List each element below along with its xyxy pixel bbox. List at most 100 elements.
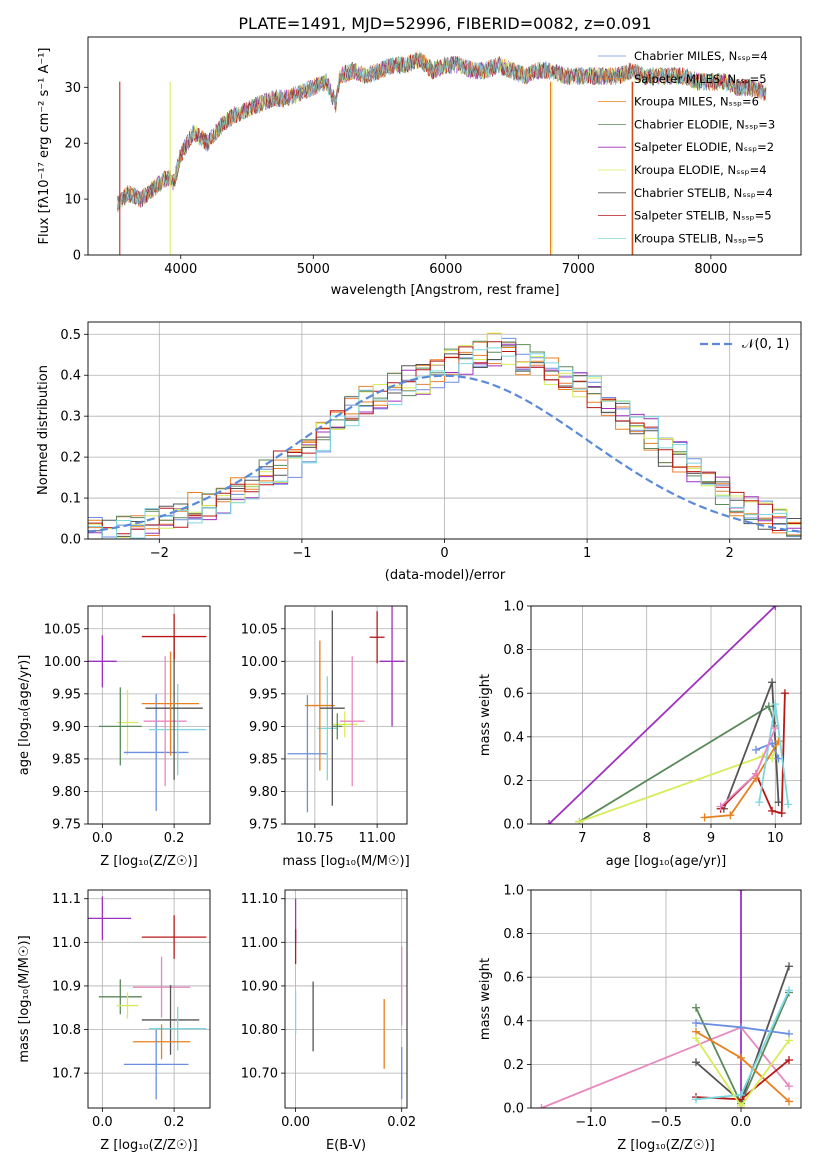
x-axis-label: Z [log₁₀(Z/Z☉)] [617, 1138, 714, 1153]
y-tick-label: 0.0 [503, 1102, 524, 1117]
x-tick-label: −1 [292, 546, 311, 561]
x-tick-label: 8 [643, 831, 651, 846]
y-tick-label: 10.05 [241, 622, 278, 637]
y-tick-label: 10.7 [52, 1067, 81, 1082]
x-tick-label: 0.02 [387, 1115, 416, 1130]
axes-frame [284, 605, 408, 825]
plot-area [537, 890, 793, 1108]
x-tick-label: 10 [767, 831, 784, 846]
y-tick-label: 0.4 [503, 1014, 524, 1029]
histogram-step [88, 347, 801, 539]
x-axis-label: mass [log₁₀(M/M☉)] [282, 854, 409, 869]
y-tick-label: 10.70 [241, 1067, 278, 1082]
y-tick-label: 30 [64, 81, 81, 96]
axes-1: 4000 5000 6000 7000 8000 0 10 20 30 wavelength [A… [37, 36, 802, 298]
x-tick-label: 8000 [694, 262, 727, 277]
y-tick-label: 0.4 [60, 369, 81, 384]
mass-weight-line [723, 681, 780, 810]
y-tick-label: 9.85 [249, 752, 278, 767]
x-tick-label: 9 [707, 831, 715, 846]
axes-frame [87, 889, 211, 1109]
axes-3: 0.0 0.2 9.75 9.80 9.85 9.90 9.95 10.00 10.05 Z [l… [17, 605, 211, 869]
y-axis-label: mass [log₁₀(M/M☉)] [17, 935, 32, 1062]
y-axis-label: age [log₁₀(age/yr)] [17, 655, 32, 776]
y-tick-label: 11.10 [241, 892, 278, 907]
plot-area [294, 898, 403, 1100]
axes-frame [530, 889, 802, 1109]
x-axis-label: age [log₁₀(age/yr)] [606, 854, 727, 869]
x-tick-label: 10.75 [296, 831, 333, 846]
x-tick-label: −2 [150, 546, 169, 561]
y-tick-label: 10.00 [44, 655, 81, 670]
axes-7: 0.00 0.02 10.70 10.80 10.90 11.00 11.10 E(B-V) [241, 889, 416, 1153]
y-tick-label: 0 [73, 249, 81, 264]
x-axis-label: (data-model)/error [385, 568, 506, 583]
legend-label: Chabrier ELODIE, Nₛₛₚ=3 [634, 117, 775, 131]
y-tick-label: 11.00 [241, 936, 278, 951]
legend-label: Chabrier STELIB, Nₛₛₚ=4 [634, 186, 773, 200]
mass-weight-line [578, 704, 777, 823]
y-tick-label: 9.80 [249, 785, 278, 800]
x-tick-label: 0.00 [281, 1115, 310, 1130]
y-tick-label: 9.75 [249, 818, 278, 833]
axes-frame [530, 605, 802, 825]
x-tick-label: 11.00 [359, 831, 396, 846]
y-tick-label: 11.0 [52, 936, 81, 951]
axes-frame [87, 36, 802, 256]
spectrum-line [116, 53, 767, 210]
x-tick-label: −1.0 [575, 1115, 607, 1130]
x-tick-label: 1 [583, 546, 591, 561]
x-tick-label: 7 [578, 831, 586, 846]
plot-area [287, 606, 405, 813]
mass-weight-line [695, 992, 790, 1106]
y-tick-label: 0.0 [503, 818, 524, 833]
y-tick-label: 9.95 [52, 687, 81, 702]
axes-frame [87, 605, 211, 825]
mass-weight-line [548, 606, 776, 824]
y-tick-label: 9.90 [52, 720, 81, 735]
plot-area [88, 896, 207, 1100]
spectrum-line [116, 52, 767, 209]
x-tick-label: 7000 [562, 262, 595, 277]
x-tick-label: 0 [440, 546, 448, 561]
y-tick-label: 0.8 [503, 927, 524, 942]
x-axis-label: wavelength [Angstrom, rest frame] [331, 283, 560, 298]
x-tick-label: 2 [726, 546, 734, 561]
y-tick-label: 10.9 [52, 979, 81, 994]
mass-weight-line [695, 965, 790, 1104]
legend-label: 𝒩(0, 1) [742, 337, 789, 352]
x-tick-label: 5000 [297, 262, 330, 277]
legend-label: Kroupa MILES, Nₛₛₚ=6 [634, 95, 759, 109]
legend-label: Kroupa ELODIE, Nₛₛₚ=4 [634, 163, 767, 177]
axes-frame [284, 889, 408, 1109]
y-tick-label: 0.2 [503, 1058, 524, 1073]
x-tick-label: 0.0 [731, 1115, 752, 1130]
legend-label: Chabrier MILES, Nₛₛₚ=4 [634, 49, 768, 63]
y-tick-label: 9.80 [52, 785, 81, 800]
x-axis-label: Z [log₁₀(Z/Z☉)] [100, 854, 197, 869]
y-tick-label: 10.00 [241, 655, 278, 670]
x-tick-label: 0.2 [164, 831, 185, 846]
y-tick-label: 9.95 [249, 687, 278, 702]
y-axis-label: Normed distribution [36, 365, 51, 495]
y-tick-label: 0.4 [503, 730, 524, 745]
x-tick-label: 0.0 [92, 1115, 113, 1130]
y-axis-label: mass weight [478, 958, 493, 1040]
x-tick-label: 0.2 [164, 1115, 185, 1130]
y-tick-label: 10.8 [52, 1023, 81, 1038]
y-tick-label: 0.2 [60, 451, 81, 466]
y-tick-label: 10.05 [44, 622, 81, 637]
y-tick-label: 0.2 [503, 774, 524, 789]
y-axis-label: Flux [fλ10⁻¹⁷ erg cm⁻² s⁻¹ A⁻¹] [37, 48, 52, 245]
y-tick-label: 11.1 [52, 892, 81, 907]
y-tick-label: 10.90 [241, 979, 278, 994]
x-axis-label: Z [log₁₀(Z/Z☉)] [100, 1138, 197, 1153]
y-tick-label: 0.5 [60, 328, 81, 343]
legend-label: Salpeter STELIB, Nₛₛₚ=5 [634, 209, 772, 223]
plot-area [116, 50, 767, 255]
y-tick-label: 0.0 [60, 533, 81, 548]
legend-label: Salpeter ELODIE, Nₛₛₚ=2 [634, 140, 774, 154]
y-tick-label: 10 [64, 193, 81, 208]
